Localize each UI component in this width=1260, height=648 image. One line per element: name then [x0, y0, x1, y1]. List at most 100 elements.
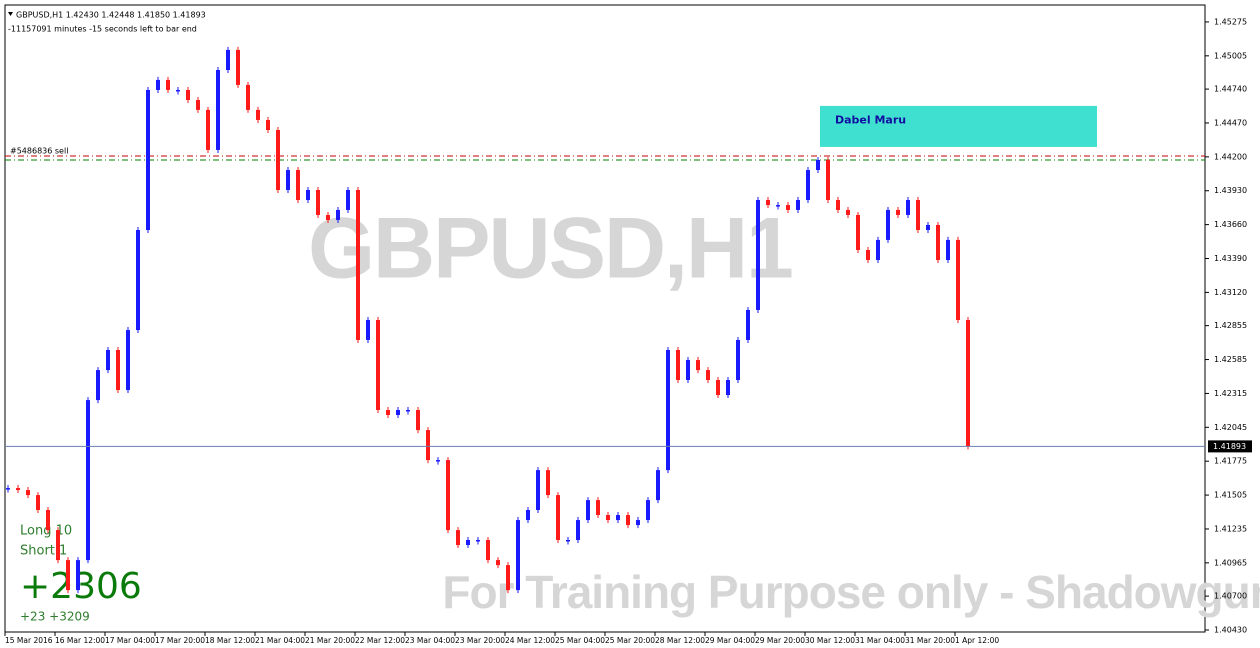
candle [846, 209, 850, 215]
y-tick-label: 1.40965 [1214, 558, 1247, 567]
candle [666, 350, 670, 471]
candle [906, 200, 910, 215]
candle [696, 360, 700, 371]
candle [336, 209, 340, 220]
candle [886, 209, 890, 240]
candle [346, 189, 350, 210]
x-tick-label: 15 Mar 2016 [5, 636, 53, 645]
candle [276, 129, 280, 190]
y-tick-label: 1.43930 [1214, 186, 1247, 195]
y-tick-label: 1.41505 [1214, 491, 1247, 500]
candle [966, 320, 970, 447]
x-tick-label: 23 Mar 20:00 [455, 636, 505, 645]
x-tick-label: 29 Mar 20:00 [755, 636, 805, 645]
chart-subtitle: -11157091 minutes -15 seconds left to ba… [8, 25, 197, 34]
footer-watermark: For Training Purpose only - ShadowgunFX [442, 566, 1260, 618]
candle [546, 470, 550, 496]
candle [66, 560, 70, 591]
candle [936, 225, 940, 261]
candle [816, 159, 820, 171]
x-tick-label: 21 Mar 20:00 [305, 636, 355, 645]
candle [216, 70, 220, 150]
y-tick-label: 1.42585 [1214, 355, 1247, 364]
short-count: Short 1 [20, 544, 67, 559]
candle [956, 239, 960, 321]
candle [36, 495, 40, 511]
y-tick-label: 1.45005 [1214, 51, 1247, 60]
watermark: GBPUSD,H1 [308, 201, 792, 297]
x-tick-label: 16 Mar 12:00 [55, 636, 105, 645]
x-tick-label: 25 Mar 20:00 [605, 636, 655, 645]
x-tick-label: 17 Mar 04:00 [105, 636, 155, 645]
candle [376, 320, 380, 410]
y-tick-label: 1.42315 [1214, 389, 1247, 398]
candle [76, 560, 80, 591]
candle [856, 214, 860, 250]
candle [826, 159, 830, 201]
candle [686, 360, 690, 380]
candle [86, 400, 90, 561]
candle [726, 379, 730, 396]
candle [166, 79, 170, 90]
candle [566, 540, 570, 542]
x-tick-label: 28 Mar 12:00 [655, 636, 705, 645]
candle [286, 170, 290, 190]
candle [96, 370, 100, 401]
candle [616, 515, 620, 521]
plot-frame [4, 4, 1206, 633]
y-tick-label: 1.43660 [1214, 220, 1247, 229]
candle [206, 109, 210, 150]
candle [736, 339, 740, 380]
candle [356, 189, 360, 340]
candle [106, 350, 110, 371]
x-tick-label: 17 Mar 20:00 [155, 636, 205, 645]
candle [296, 170, 300, 201]
candle [136, 230, 140, 331]
candle [896, 209, 900, 215]
candle [246, 84, 250, 110]
candle [596, 500, 600, 516]
candle [776, 205, 780, 207]
candle [406, 409, 410, 412]
profit-detail: +23 +3209 [20, 610, 90, 624]
x-tick-label: 30 Mar 12:00 [805, 636, 855, 645]
candle [426, 430, 430, 461]
y-tick-label: 1.41775 [1214, 457, 1247, 466]
candle [16, 488, 20, 491]
y-tick-label: 1.40700 [1214, 592, 1247, 601]
candle [396, 409, 400, 416]
candle [186, 89, 190, 101]
y-tick-label: 1.44200 [1214, 152, 1247, 161]
candle [446, 460, 450, 531]
candle [806, 170, 810, 201]
candle [576, 520, 580, 541]
candle [496, 560, 500, 566]
x-tick-label: 18 Mar 12:00 [205, 636, 255, 645]
collapse-arrow [8, 12, 13, 16]
candle [656, 470, 660, 501]
y-tick-label: 1.43120 [1214, 288, 1247, 297]
candle [486, 540, 490, 561]
candle [26, 490, 30, 496]
candle [706, 370, 710, 380]
candle [306, 189, 310, 201]
chart-title: GBPUSD,H1 1.42430 1.42448 1.41850 1.4189… [16, 11, 206, 20]
candle [236, 49, 240, 85]
x-tick-label: 21 Mar 04:00 [255, 636, 305, 645]
candle [116, 350, 120, 391]
candle [926, 225, 930, 231]
order-label: #5486836 sell [10, 146, 68, 155]
candle [156, 79, 160, 90]
candle [766, 200, 770, 206]
candle [746, 309, 750, 340]
candle [646, 500, 650, 521]
candle [716, 379, 720, 396]
zone-label: Dabel Maru [835, 113, 906, 126]
x-tick-label: 25 Mar 04:00 [555, 636, 605, 645]
candle [436, 460, 440, 462]
candle [126, 330, 130, 391]
candle [836, 200, 840, 210]
candle [266, 119, 270, 130]
candle [796, 200, 800, 210]
